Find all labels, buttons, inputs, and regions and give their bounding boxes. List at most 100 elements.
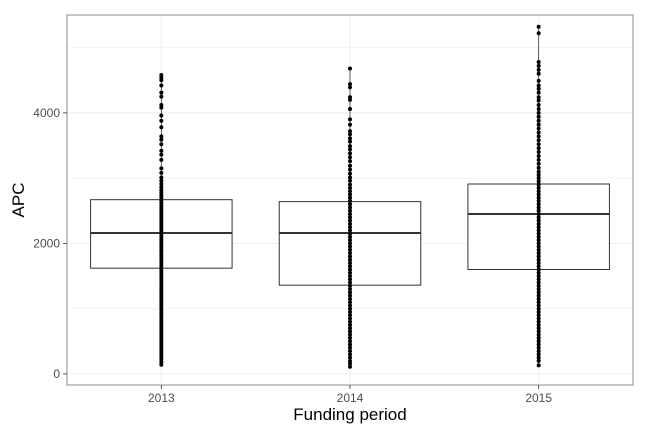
data-point xyxy=(159,78,164,83)
data-point xyxy=(536,309,541,314)
data-point xyxy=(348,136,352,141)
data-point xyxy=(348,296,352,301)
data-point xyxy=(159,182,164,187)
data-point xyxy=(536,358,541,363)
data-point xyxy=(348,85,352,90)
data-point xyxy=(536,71,541,76)
data-point xyxy=(536,138,541,143)
data-point xyxy=(348,151,352,156)
data-point xyxy=(159,83,164,88)
data-point xyxy=(348,336,352,341)
data-point xyxy=(536,212,541,217)
data-point xyxy=(536,349,541,354)
x-tick-label: 2014 xyxy=(337,391,364,405)
data-point xyxy=(536,313,541,318)
data-point xyxy=(536,150,541,155)
data-point xyxy=(348,326,352,331)
data-point xyxy=(348,225,352,230)
data-point xyxy=(348,182,352,187)
data-point xyxy=(348,355,352,360)
data-point xyxy=(348,364,352,369)
data-point xyxy=(348,208,352,213)
data-point xyxy=(348,322,352,327)
data-point xyxy=(348,316,352,321)
data-point xyxy=(159,178,164,183)
data-point xyxy=(348,342,352,347)
data-point xyxy=(348,139,352,144)
data-point xyxy=(536,241,541,246)
data-point xyxy=(536,267,541,272)
data-point xyxy=(536,83,541,88)
data-point xyxy=(159,134,164,139)
data-point xyxy=(348,274,352,279)
data-point xyxy=(536,67,541,72)
data-point xyxy=(536,270,541,275)
data-point xyxy=(536,114,541,119)
data-point xyxy=(159,105,164,110)
data-point xyxy=(536,264,541,269)
data-point xyxy=(536,179,541,184)
data-point xyxy=(536,238,541,243)
data-point xyxy=(348,251,352,256)
data-point xyxy=(536,283,541,288)
data-point xyxy=(536,300,541,305)
data-point xyxy=(348,244,352,249)
data-point xyxy=(348,195,352,200)
data-point xyxy=(536,172,541,177)
data-point xyxy=(536,142,541,147)
data-point xyxy=(348,155,352,160)
data-point xyxy=(536,31,541,36)
data-point xyxy=(348,361,352,366)
data-point xyxy=(348,238,352,243)
data-point xyxy=(348,234,352,239)
data-point xyxy=(348,241,352,246)
data-point xyxy=(159,175,164,180)
data-point xyxy=(348,167,352,172)
data-point xyxy=(536,106,541,111)
data-point xyxy=(536,352,541,357)
data-point xyxy=(536,189,541,194)
data-point xyxy=(536,280,541,285)
data-point xyxy=(536,98,541,103)
data-point xyxy=(348,106,352,111)
data-point xyxy=(536,306,541,311)
data-point xyxy=(348,257,352,262)
data-point xyxy=(159,118,164,123)
data-point xyxy=(348,202,352,207)
data-point xyxy=(536,195,541,200)
y-tick-label: 2000 xyxy=(33,236,60,250)
data-point xyxy=(348,270,352,275)
data-point xyxy=(348,280,352,285)
data-point xyxy=(536,251,541,256)
data-point xyxy=(536,326,541,331)
data-point xyxy=(536,165,541,170)
data-point xyxy=(348,189,352,194)
data-point xyxy=(536,110,541,115)
data-point xyxy=(348,267,352,272)
data-point xyxy=(348,163,352,168)
y-tick-label: 0 xyxy=(53,367,60,381)
data-point xyxy=(536,260,541,265)
data-point xyxy=(536,134,541,139)
data-point xyxy=(348,290,352,295)
data-point xyxy=(536,332,541,337)
data-point xyxy=(348,345,352,350)
data-point xyxy=(536,293,541,298)
data-point xyxy=(159,170,164,175)
data-point xyxy=(536,277,541,282)
data-point xyxy=(536,215,541,220)
data-point xyxy=(536,287,541,292)
data-point xyxy=(536,225,541,230)
data-point xyxy=(536,185,541,190)
data-point xyxy=(536,202,541,207)
data-point xyxy=(348,339,352,344)
data-point xyxy=(159,157,164,162)
data-point xyxy=(536,231,541,236)
data-point xyxy=(348,132,352,137)
x-tick-label: 2015 xyxy=(525,391,552,405)
data-point xyxy=(536,316,541,321)
data-point xyxy=(348,228,352,233)
data-point xyxy=(536,157,541,162)
data-point xyxy=(536,342,541,347)
